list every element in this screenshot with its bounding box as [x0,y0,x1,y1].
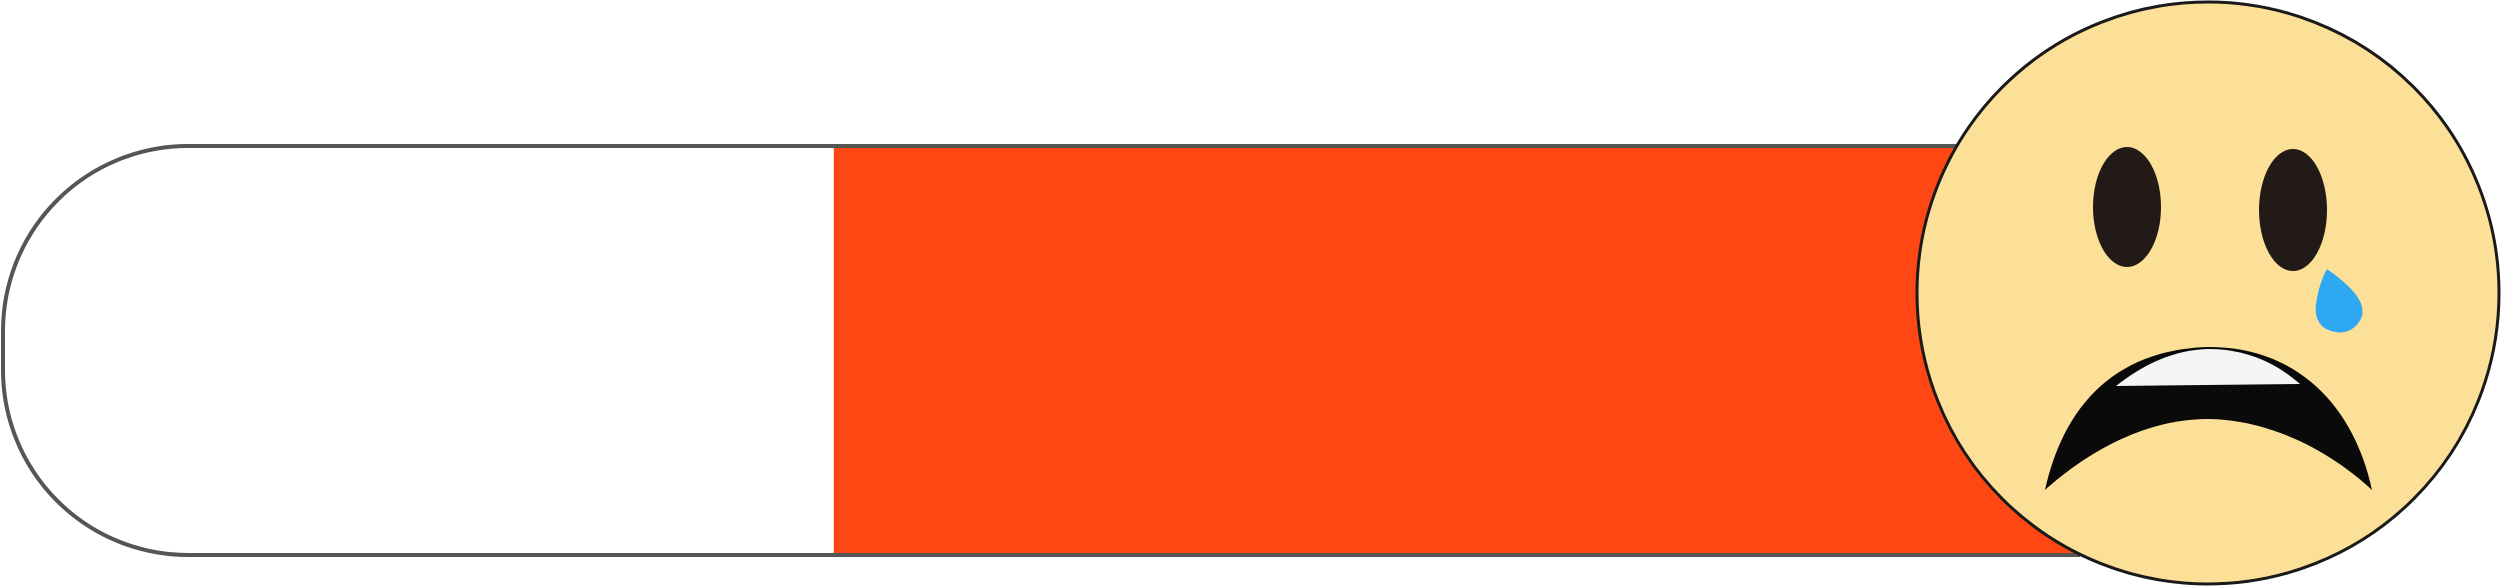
left-eye-icon [2093,147,2161,267]
meter-fill [834,146,2080,555]
right-eye-icon [2259,149,2327,271]
crying-face-icon [1917,2,2499,584]
emoji-face [1917,2,2499,584]
